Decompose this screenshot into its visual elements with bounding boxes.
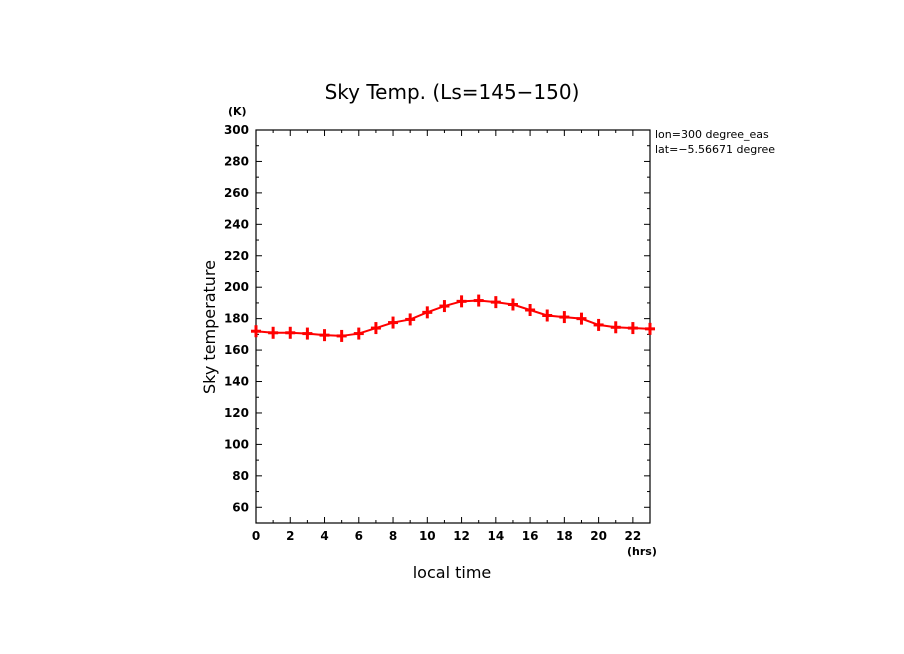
axes: 0 2 4 6 8 10 12 14 16 18 20 22 60 80 100 120 140 160 180 20… [224,123,651,543]
data-point [353,327,364,340]
x-axis-label: local time [413,563,492,582]
data-point [268,326,279,339]
data-point [593,318,604,331]
x-tick-label: 14 [487,529,504,543]
chart-title: Sky Temp. (Ls=145−150) [325,80,580,104]
data-point [302,327,313,340]
data-point [405,313,416,326]
y-tick-label: 240 [224,217,249,231]
data-point [490,296,501,309]
data-point [388,316,399,329]
series-line [255,299,651,337]
y-tick-label: 140 [224,375,249,389]
annotation-lon: lon=300 degree_eas [655,128,769,141]
y-tick-label: 220 [224,249,249,263]
data-point [336,329,347,342]
y-tick-label: 180 [224,312,249,326]
x-tick-label: 18 [556,529,573,543]
y-tick-label: 60 [232,500,249,514]
data-point [627,322,638,335]
data-point [610,321,621,334]
x-tick-label: 12 [453,529,470,543]
data-point [319,329,330,342]
y-tick-label: 200 [224,280,249,294]
data-point [285,326,296,339]
data-point [422,306,433,319]
x-tick-label: 2 [286,529,294,543]
data-point [251,325,261,338]
plot-frame [255,129,651,524]
annotation-lat: lat=−5.56671 degree [655,143,775,156]
y-tick-label: 160 [224,343,249,357]
y-unit-label: (K) [228,105,247,118]
x-tick-label: 22 [625,529,642,543]
data-point [645,322,655,335]
data-point [576,312,587,325]
x-tick-label: 0 [252,529,260,543]
x-unit-label: (hrs) [627,545,657,558]
x-tick-label: 20 [590,529,607,543]
data-point [456,295,467,308]
data-point [507,298,518,311]
series-layer [251,294,655,342]
x-tick-label: 4 [320,529,328,543]
x-tick-label: 10 [419,529,436,543]
x-tick-label: 8 [389,529,397,543]
data-point [370,322,381,335]
y-tick-label: 300 [224,123,249,137]
y-tick-label: 260 [224,186,249,200]
y-tick-label: 80 [232,469,249,483]
y-tick-label: 280 [224,154,249,168]
y-axis-label: Sky temperature [200,260,219,394]
data-point [439,300,450,313]
y-tick-label: 120 [224,406,249,420]
x-tick-label: 16 [522,529,539,543]
data-point [542,309,553,322]
data-point [525,303,536,316]
data-point [473,294,484,307]
x-tick-label: 6 [355,529,363,543]
y-tick-label: 100 [224,437,249,451]
data-point [559,311,570,324]
